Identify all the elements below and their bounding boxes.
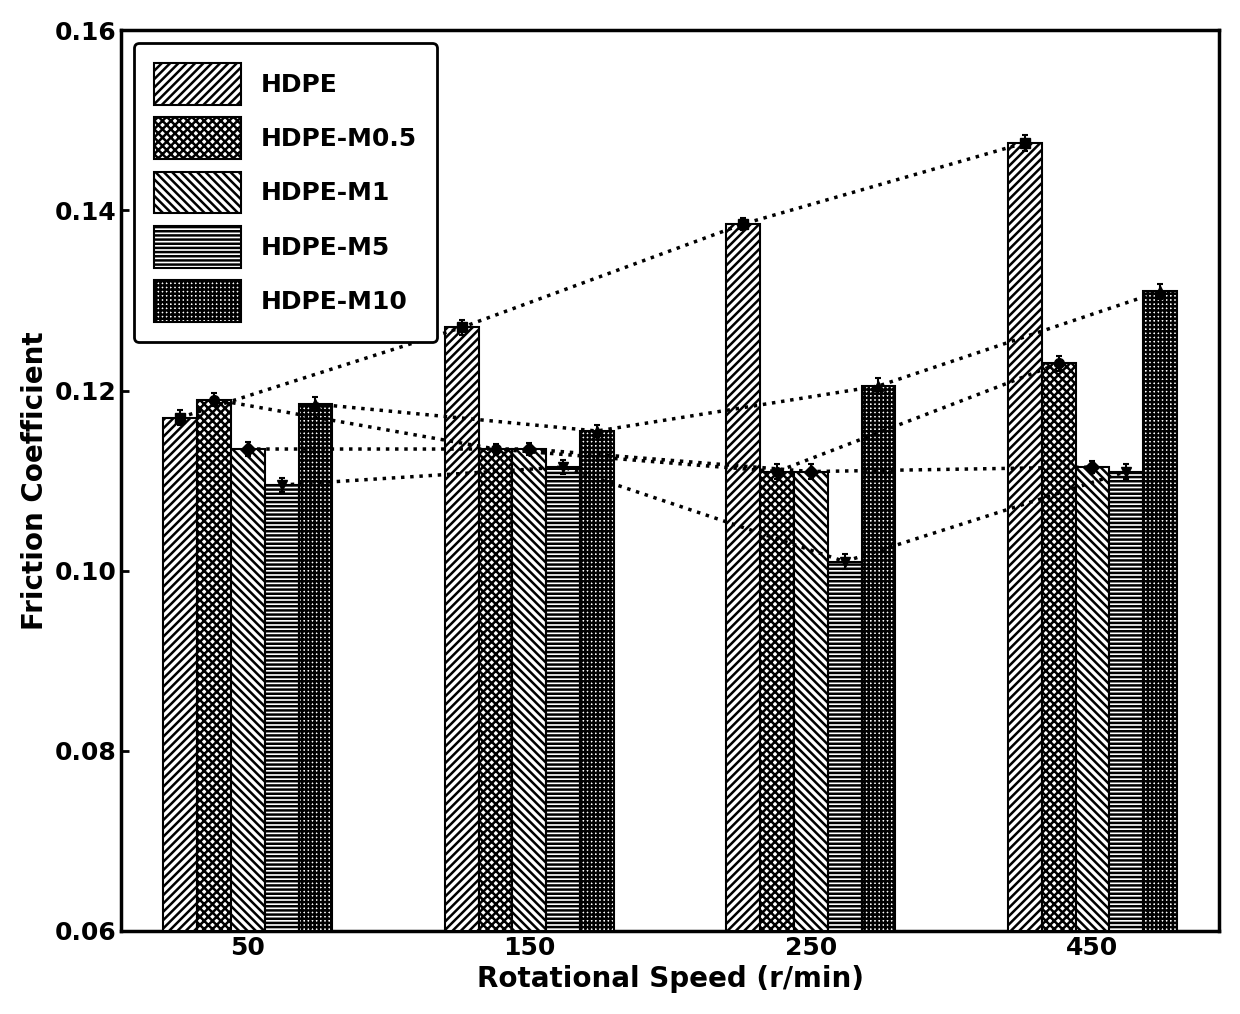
Bar — [231, 449, 264, 931]
Bar — [794, 472, 828, 931]
Bar — [727, 224, 760, 931]
Bar — [1075, 467, 1110, 931]
Bar — [512, 449, 547, 931]
Bar — [580, 431, 614, 931]
Bar — [547, 467, 580, 931]
Bar — [445, 328, 479, 931]
Y-axis label: Friction Coefficient: Friction Coefficient — [21, 332, 48, 630]
Bar — [1143, 291, 1177, 931]
X-axis label: Rotational Speed (r/min): Rotational Speed (r/min) — [476, 965, 863, 993]
Bar — [1110, 472, 1143, 931]
Bar — [862, 386, 895, 931]
Bar — [1042, 363, 1075, 931]
Bar — [1008, 143, 1042, 931]
Bar — [264, 485, 299, 931]
Legend: HDPE, HDPE-M0.5, HDPE-M1, HDPE-M5, HDPE-M10: HDPE, HDPE-M0.5, HDPE-M1, HDPE-M5, HDPE-… — [134, 43, 438, 342]
Bar — [760, 472, 794, 931]
Bar — [197, 400, 231, 931]
Bar — [828, 562, 862, 931]
Bar — [164, 418, 197, 931]
Bar — [479, 449, 512, 931]
Bar — [299, 404, 332, 931]
